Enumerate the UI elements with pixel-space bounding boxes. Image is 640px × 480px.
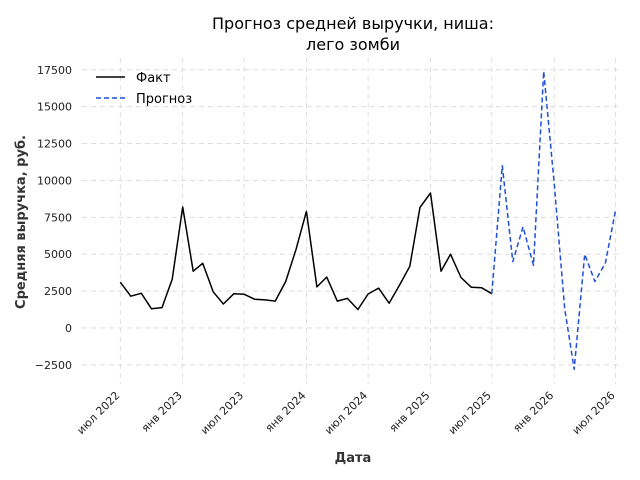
y-axis-label: Средняя выручка, руб.	[14, 135, 29, 309]
x-tick-label: янв 2023	[139, 389, 185, 435]
x-axis-label: Дата	[335, 451, 372, 466]
x-tick-label: июл 2024	[322, 389, 370, 437]
legend-label-forecast: Прогноз	[136, 92, 192, 107]
x-tick-label: янв 2026	[511, 389, 557, 435]
x-tick-label: июл 2026	[570, 389, 618, 437]
y-tick-label: 17500	[37, 64, 72, 77]
y-tick-label: −2500	[35, 359, 72, 372]
x-tick-label: июл 2023	[198, 389, 246, 437]
x-tick-label: янв 2024	[263, 389, 309, 435]
y-tick-label: 12500	[37, 138, 72, 151]
x-tick-label: июл 2025	[446, 389, 494, 437]
y-tick-label: 10000	[37, 174, 72, 187]
y-tick-label: 7500	[44, 211, 72, 224]
series-lines	[119, 70, 617, 370]
y-tick-label: 2500	[44, 285, 72, 298]
legend-label-fact: Факт	[136, 71, 171, 86]
y-tick-labels: −2500 0 2500 5000 7500 10000 12500 15000 17500	[35, 64, 72, 372]
grid-lines	[82, 58, 622, 384]
x-tick-label: июл 2022	[74, 389, 122, 437]
y-tick-label: 5000	[44, 248, 72, 261]
y-tick-label: 15000	[37, 101, 72, 114]
series-line-forecast	[491, 70, 617, 370]
y-tick-label: 0	[65, 322, 72, 335]
x-tick-labels: июл 2022 янв 2023 июл 2023 янв 2024 июл 2024…	[74, 389, 617, 437]
chart-title-line-1: Прогноз средней выручки, ниша:	[212, 14, 494, 33]
legend: Факт Прогноз	[96, 71, 192, 107]
x-tick-label: янв 2025	[387, 389, 433, 435]
chart-title-line-2: лего зомби	[306, 35, 400, 54]
series-line-fact	[119, 192, 493, 311]
